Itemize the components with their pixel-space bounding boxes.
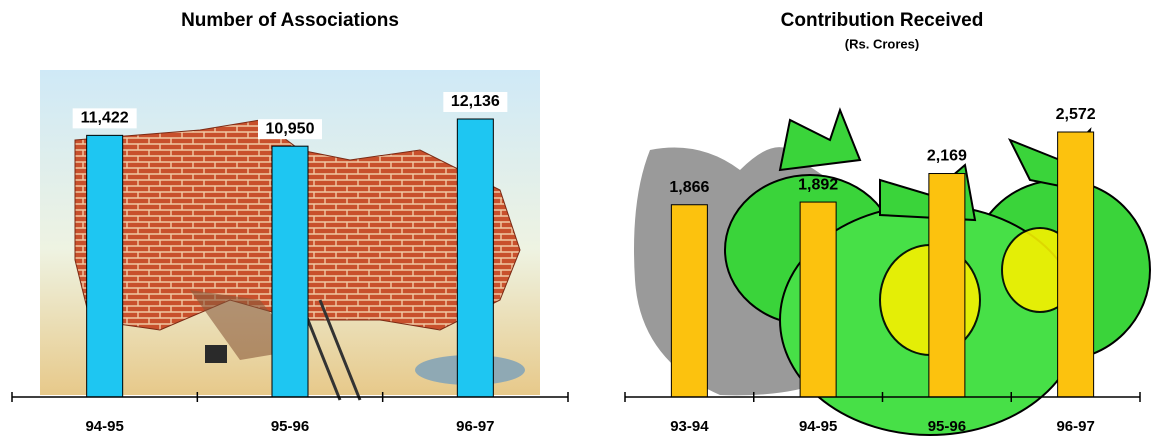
value-label: 1,892 [798,176,838,193]
x-tick-label: 96-97 [1056,418,1094,435]
x-tick-label: 94-95 [85,418,123,435]
value-label-box [72,108,137,129]
x-tick-label: 96-97 [456,418,494,435]
bar [928,173,966,398]
x-tick-label: 94-95 [799,418,837,435]
x-tick-label: 95-96 [928,418,966,435]
x-tick-label: 95-96 [271,418,309,435]
value-label-box [443,92,508,112]
x-tick-label: 93-94 [670,418,709,435]
value-label-box [258,119,322,140]
bar [86,134,124,398]
value-label: 2,169 [927,148,967,165]
value-label: 2,572 [1056,106,1096,123]
bar [1057,131,1095,398]
value-label: 1,866 [669,179,709,196]
chart-subtitle: (Rs. Crores) [845,36,919,51]
chart-title: Contribution Received [781,10,984,31]
chart-title: Number of Associations [181,10,399,31]
bar [799,201,837,398]
value-label: 11,422 [81,110,129,127]
bar [456,118,494,398]
bar [670,204,708,398]
bar [271,145,309,398]
value-label: 12,136 [451,93,500,110]
value-label: 10,950 [266,120,315,137]
